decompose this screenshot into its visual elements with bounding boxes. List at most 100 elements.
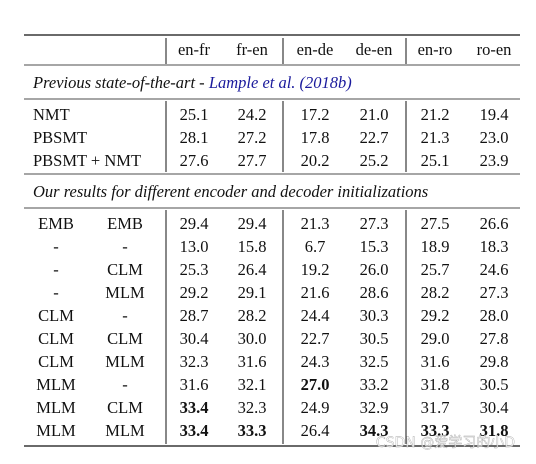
score: 29.2 <box>180 283 209 302</box>
encoder-label: CLM <box>38 329 74 348</box>
score: 21.2 <box>421 105 450 124</box>
score: 27.7 <box>238 151 267 170</box>
score: 23.9 <box>480 151 509 170</box>
decoder-label: - <box>122 237 128 256</box>
score: 33.2 <box>360 375 389 394</box>
section-title-text: Our results for different encoder and de… <box>33 182 428 201</box>
score: 27.8 <box>480 329 509 348</box>
score: 17.2 <box>301 105 330 124</box>
decoder-label: MLM <box>105 421 145 440</box>
score: 28.6 <box>360 283 389 302</box>
encoder-label: MLM <box>36 398 76 417</box>
score: 20.2 <box>301 151 330 170</box>
column-header: en-ro <box>418 40 453 59</box>
score: 27.3 <box>360 214 389 233</box>
score: 29.1 <box>238 283 267 302</box>
score: 27.6 <box>180 151 209 170</box>
row-label: PBSMT <box>33 128 87 147</box>
score: 28.2 <box>238 306 267 325</box>
column-header: fr-en <box>236 40 268 59</box>
decoder-label: CLM <box>107 260 143 279</box>
row-label: NMT <box>33 105 70 124</box>
encoder-label: MLM <box>36 375 76 394</box>
score: 32.5 <box>360 352 389 371</box>
score: 27.2 <box>238 128 267 147</box>
encoder-label: CLM <box>38 306 74 325</box>
decoder-label: - <box>122 375 128 394</box>
score: 26.6 <box>480 214 509 233</box>
score: 30.5 <box>480 375 509 394</box>
score: 29.8 <box>480 352 509 371</box>
score: 18.9 <box>421 237 450 256</box>
score: 30.0 <box>238 329 267 348</box>
score: 34.3 <box>360 421 389 440</box>
score: 27.0 <box>301 375 330 394</box>
score: 21.3 <box>301 214 330 233</box>
score: 31.6 <box>421 352 450 371</box>
score: 17.8 <box>301 128 330 147</box>
score: 23.0 <box>480 128 509 147</box>
score: 21.6 <box>301 283 330 302</box>
score: 28.7 <box>180 306 209 325</box>
score: 13.0 <box>180 237 209 256</box>
score: 28.0 <box>480 306 509 325</box>
score: 33.4 <box>180 398 209 417</box>
score: 24.2 <box>238 105 267 124</box>
score: 29.2 <box>421 306 450 325</box>
score: 21.0 <box>360 105 389 124</box>
score: 30.4 <box>480 398 509 417</box>
score: 30.3 <box>360 306 389 325</box>
score: 15.3 <box>360 237 389 256</box>
score: 31.6 <box>180 375 209 394</box>
encoder-label: - <box>53 260 59 279</box>
score: 24.3 <box>301 352 330 371</box>
section-title: Our results for different encoder and de… <box>33 182 428 201</box>
score: 33.4 <box>180 421 209 440</box>
score: 31.8 <box>480 421 509 440</box>
score: 32.3 <box>180 352 209 371</box>
score: 27.5 <box>421 214 450 233</box>
score: 18.3 <box>480 237 509 256</box>
encoder-label: - <box>53 283 59 302</box>
decoder-label: MLM <box>105 352 145 371</box>
score: 33.3 <box>238 421 267 440</box>
score: 27.3 <box>480 283 509 302</box>
decoder-label: - <box>122 306 128 325</box>
score: 25.2 <box>360 151 389 170</box>
row-label: PBSMT + NMT <box>33 151 141 170</box>
column-header: en-fr <box>178 40 211 59</box>
score: 15.8 <box>238 237 267 256</box>
encoder-label: CLM <box>38 352 74 371</box>
score: 29.4 <box>180 214 209 233</box>
score: 22.7 <box>360 128 389 147</box>
score: 28.2 <box>421 283 450 302</box>
score: 30.4 <box>180 329 209 348</box>
section-title: Previous state-of-the-art - Lample et al… <box>32 73 352 92</box>
encoder-label: - <box>53 237 59 256</box>
score: 26.0 <box>360 260 389 279</box>
score: 29.4 <box>238 214 267 233</box>
column-header: en-de <box>297 40 334 59</box>
decoder-label: MLM <box>105 283 145 302</box>
decoder-label: EMB <box>107 214 143 233</box>
score: 31.7 <box>421 398 450 417</box>
score: 31.6 <box>238 352 267 371</box>
score: 6.7 <box>305 237 326 256</box>
encoder-label: EMB <box>38 214 74 233</box>
score: 24.4 <box>301 306 330 325</box>
score: 24.9 <box>301 398 330 417</box>
score: 25.1 <box>180 105 209 124</box>
score: 26.4 <box>301 421 330 440</box>
decoder-label: CLM <box>107 398 143 417</box>
score: 33.3 <box>421 421 450 440</box>
score: 19.4 <box>480 105 509 124</box>
citation-link[interactable]: Lample et al. (2018b) <box>208 73 352 92</box>
decoder-label: CLM <box>107 329 143 348</box>
score: 32.3 <box>238 398 267 417</box>
score: 28.1 <box>180 128 209 147</box>
watermark: CSDN @爱学习的小D <box>376 435 515 451</box>
score: 26.4 <box>238 260 267 279</box>
section-title-text: Previous state-of-the-art - <box>32 73 205 92</box>
score: 30.5 <box>360 329 389 348</box>
score: 25.1 <box>421 151 450 170</box>
